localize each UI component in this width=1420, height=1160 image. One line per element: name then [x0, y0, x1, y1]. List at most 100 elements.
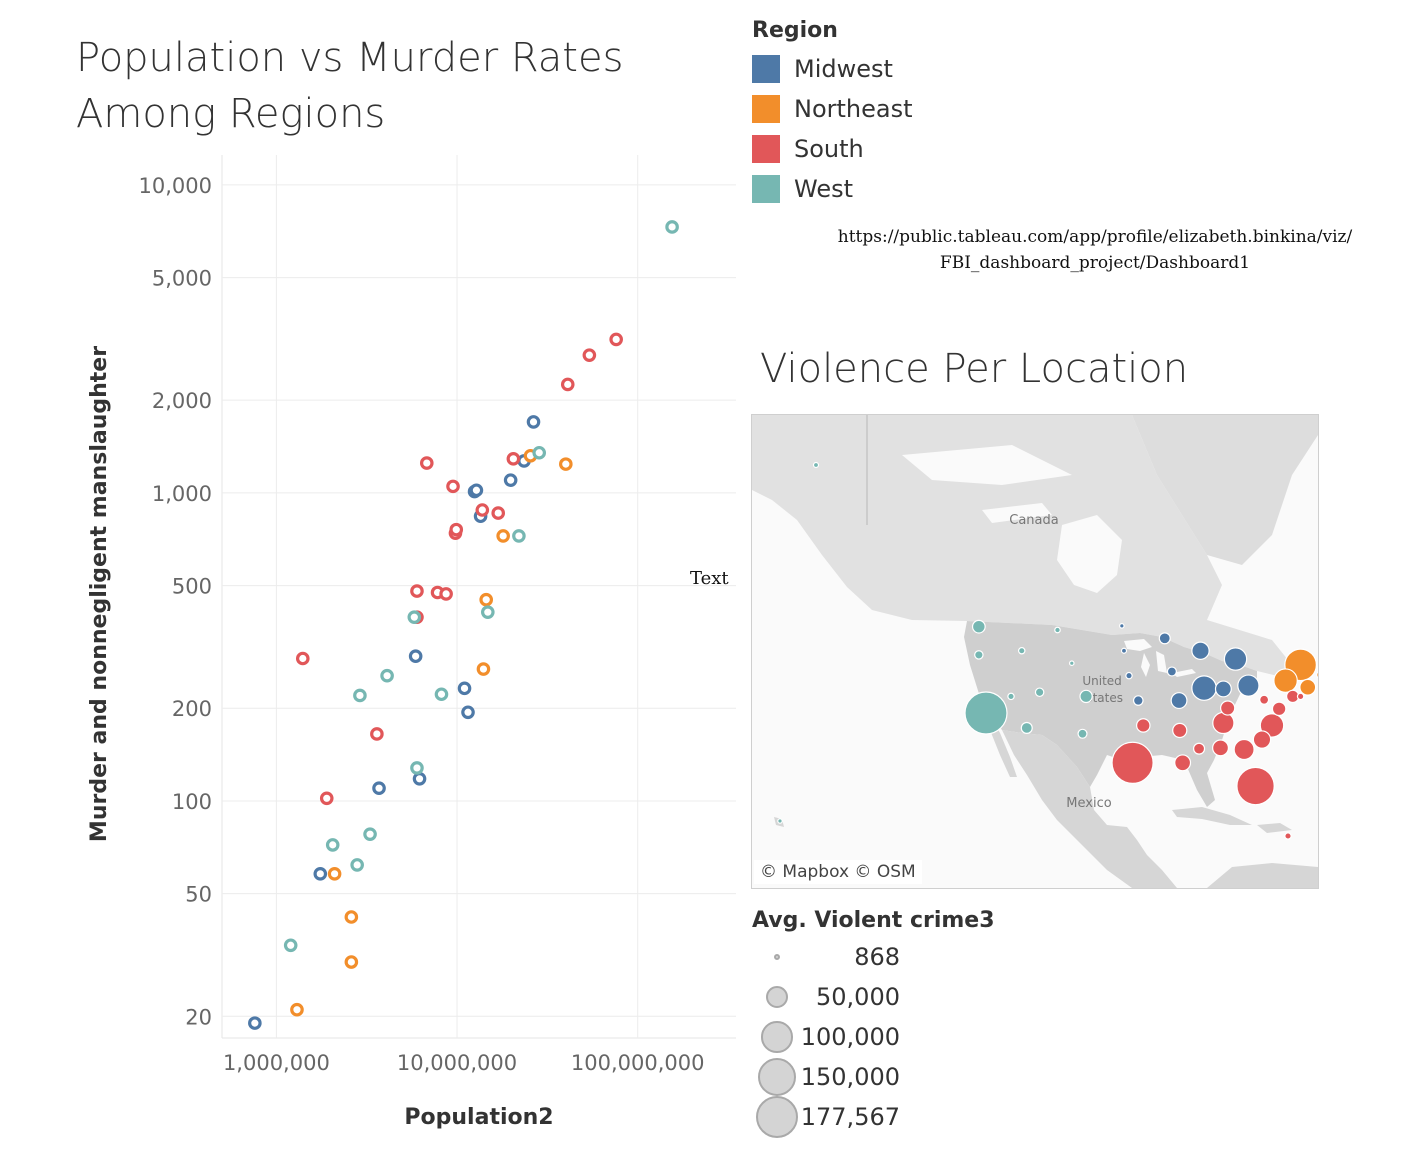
map-point-midwest[interactable]: [1223, 647, 1248, 671]
scatter-point-south[interactable]: [319, 791, 334, 806]
map-point-midwest[interactable]: [1191, 641, 1210, 660]
map-point-south[interactable]: [1172, 722, 1188, 739]
scatter-point-northeast[interactable]: [344, 955, 359, 969]
scatter-point-midwest[interactable]: [412, 772, 427, 786]
map-point-south[interactable]: [1236, 766, 1275, 806]
scatter-point-south[interactable]: [582, 348, 597, 362]
map-point-south[interactable]: [1220, 700, 1236, 716]
scatter-point-midwest[interactable]: [469, 483, 484, 498]
map-point-south[interactable]: [1259, 713, 1285, 738]
map-point-west[interactable]: [1020, 721, 1033, 734]
scatter-point-northeast[interactable]: [479, 592, 493, 607]
map-point-west[interactable]: [974, 650, 984, 660]
scatter-point-south[interactable]: [475, 503, 490, 517]
map-point-midwest[interactable]: [1132, 695, 1144, 706]
scatter-point-midwest[interactable]: [313, 867, 328, 881]
scatter-point-west[interactable]: [380, 668, 394, 683]
scatter-point-south[interactable]: [446, 479, 460, 494]
map-point-west[interactable]: [1034, 687, 1045, 698]
scatter-point-west[interactable]: [532, 445, 547, 460]
scatter-point-west[interactable]: [481, 605, 495, 619]
map-view[interactable]: Canada United States Mexico: [751, 414, 1319, 889]
scatter-point-northeast[interactable]: [327, 867, 342, 881]
scatter-point-west[interactable]: [410, 761, 424, 775]
map-point-midwest[interactable]: [1191, 675, 1217, 701]
map-credit[interactable]: © Mapbox © OSM: [754, 860, 922, 884]
map-point-south[interactable]: [1212, 711, 1235, 735]
scatter-point-west[interactable]: [363, 827, 377, 841]
map-point-midwest[interactable]: [1120, 647, 1128, 654]
scatter-point-northeast[interactable]: [496, 529, 510, 543]
map-point-west[interactable]: [1017, 646, 1026, 655]
scatter-point-south[interactable]: [491, 506, 506, 520]
map-point-midwest[interactable]: [1166, 666, 1177, 677]
scatter-point-west[interactable]: [283, 938, 298, 953]
map-point-west[interactable]: [1007, 692, 1015, 701]
map-point-west[interactable]: [1054, 626, 1061, 634]
map-point-south[interactable]: [1252, 730, 1272, 749]
legend-swatch-northeast: [752, 95, 780, 123]
map-point-midwest[interactable]: [1158, 632, 1171, 645]
scatter-point-midwest[interactable]: [457, 681, 472, 696]
map-point-south[interactable]: [1111, 741, 1154, 784]
map-point-south[interactable]: [1284, 832, 1292, 840]
scatter-point-west[interactable]: [407, 610, 422, 624]
map-point-midwest[interactable]: [1170, 692, 1188, 710]
scatter-point-west[interactable]: [665, 220, 679, 234]
map-point-west[interactable]: [777, 818, 783, 824]
scatter-point-south[interactable]: [449, 522, 464, 537]
scatter-point-south[interactable]: [560, 377, 575, 392]
dashboard-url-line-1: https://public.tableau.com/app/profile/e…: [837, 227, 1353, 247]
scatter-point-midwest[interactable]: [526, 415, 541, 429]
scatter-point-south[interactable]: [410, 584, 424, 598]
scatter-point-midwest[interactable]: [461, 705, 475, 720]
map-point-west[interactable]: [971, 619, 986, 634]
map-point-northeast[interactable]: [1273, 668, 1298, 693]
map-point-west[interactable]: [1079, 689, 1093, 704]
map-point-midwest[interactable]: [1125, 671, 1133, 680]
scatter-point-south[interactable]: [370, 727, 384, 741]
scatter-point-south[interactable]: [419, 456, 434, 470]
map-point-west[interactable]: [1068, 660, 1075, 667]
scatter-point-midwest[interactable]: [372, 781, 386, 795]
map-point-west[interactable]: [964, 691, 1008, 735]
legend-item-northeast[interactable]: Northeast: [752, 89, 913, 129]
map-point-northeast[interactable]: [1299, 678, 1317, 696]
map-point-northeast[interactable]: [1316, 671, 1318, 679]
scatter-point-west[interactable]: [353, 688, 367, 703]
scatter-point-south[interactable]: [506, 452, 521, 466]
scatter-point-west[interactable]: [434, 687, 449, 702]
scatter-point-south[interactable]: [439, 587, 453, 601]
map-point-west[interactable]: [1077, 728, 1088, 739]
map-point-south[interactable]: [1259, 694, 1270, 705]
legend-item-west[interactable]: West: [752, 169, 913, 209]
size-legend-item: 150,000: [752, 1057, 912, 1097]
map-point-south[interactable]: [1212, 739, 1229, 757]
map-point-south[interactable]: [1271, 701, 1287, 717]
scatter-point-west[interactable]: [350, 858, 364, 872]
scatter-point-midwest[interactable]: [248, 1016, 262, 1030]
map-point-south[interactable]: [1174, 754, 1192, 772]
scatter-point-west[interactable]: [325, 838, 340, 852]
scatter-point-northeast[interactable]: [290, 1002, 304, 1017]
map-point-south[interactable]: [1296, 692, 1305, 701]
scatter-point-midwest[interactable]: [503, 473, 518, 487]
y-tick-label: 2,000: [152, 389, 212, 413]
scatter-point-northeast[interactable]: [559, 457, 573, 471]
map-point-west[interactable]: [812, 461, 820, 469]
map-point-midwest[interactable]: [1214, 680, 1232, 698]
map-point-midwest[interactable]: [1119, 623, 1125, 629]
scatter-point-south[interactable]: [295, 651, 310, 666]
map-point-south[interactable]: [1233, 738, 1255, 761]
map-point-south[interactable]: [1136, 718, 1151, 733]
legend-item-south[interactable]: South: [752, 129, 913, 169]
scatter-point-northeast[interactable]: [476, 662, 491, 676]
scatter-point-midwest[interactable]: [408, 649, 423, 664]
scatter-point-south[interactable]: [609, 332, 623, 347]
map-point-south[interactable]: [1193, 742, 1206, 755]
scatter-point-west[interactable]: [512, 529, 526, 543]
dashboard-url[interactable]: https://public.tableau.com/app/profile/e…: [830, 224, 1360, 276]
map-point-midwest[interactable]: [1237, 674, 1260, 697]
legend-item-midwest[interactable]: Midwest: [752, 49, 913, 89]
scatter-point-northeast[interactable]: [344, 910, 359, 924]
